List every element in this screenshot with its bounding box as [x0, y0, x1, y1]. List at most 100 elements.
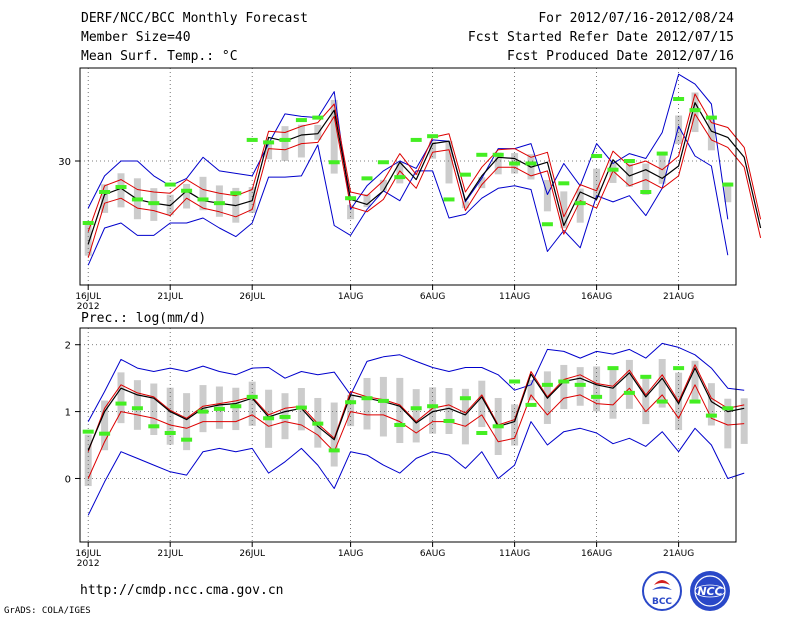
spread-bar — [183, 183, 191, 209]
observed-marker — [230, 191, 242, 196]
observed-marker — [148, 424, 160, 429]
observed-marker — [459, 396, 471, 401]
observed-marker — [656, 151, 668, 156]
observed-marker — [263, 416, 275, 421]
observed-marker — [525, 161, 537, 166]
spread-bar — [461, 201, 469, 209]
y-tick-label: 1 — [65, 408, 71, 419]
observed-marker — [673, 97, 685, 101]
observed-marker — [722, 406, 734, 411]
observed-marker — [705, 413, 717, 418]
observed-marker — [328, 160, 340, 165]
observed-marker — [230, 404, 242, 409]
observed-marker — [574, 382, 586, 387]
spread-bar — [117, 372, 125, 424]
fcst-produced-date: Fcst Produced Date 2012/07/16 — [507, 49, 734, 64]
spread-bar — [232, 387, 240, 431]
spread-bar — [215, 185, 223, 217]
spread-bar — [625, 359, 633, 409]
x-tick-label: 11AUG — [499, 549, 530, 559]
observed-marker — [607, 167, 619, 172]
variable-label-temperature: Mean Surf. Temp.: °C — [81, 49, 238, 64]
spread-bar — [248, 381, 256, 426]
observed-marker — [279, 137, 291, 142]
observed-marker — [181, 437, 193, 442]
spread-bar — [658, 153, 666, 184]
observed-marker — [541, 222, 553, 227]
x-tick-label: 21AUG — [663, 292, 694, 302]
spread-bar — [101, 184, 109, 213]
observed-marker — [246, 394, 258, 399]
spread-bar — [527, 380, 535, 401]
plot-frame — [79, 67, 737, 286]
spread-bar — [297, 124, 305, 158]
x-tick-label: 16JUL — [75, 292, 101, 302]
series-p10-line — [87, 113, 762, 258]
spread-bar — [707, 383, 715, 426]
observed-marker — [361, 176, 373, 181]
observed-marker — [459, 172, 471, 177]
spread-bar — [314, 124, 322, 140]
spread-bar — [429, 387, 437, 434]
spread-bar — [576, 188, 584, 223]
observed-marker — [148, 201, 160, 206]
observed-marker — [591, 154, 603, 159]
observed-marker — [82, 429, 94, 434]
x-tick-label: 26JUL — [239, 549, 265, 559]
observed-marker — [345, 196, 357, 201]
observed-marker — [640, 190, 652, 194]
source-url[interactable]: http://cmdp.ncc.cma.gov.cn — [80, 583, 284, 598]
spread-bar — [691, 92, 699, 133]
spread-bar — [609, 161, 617, 183]
spread-bar — [642, 375, 650, 425]
x-tick-sublabel: 2012 — [77, 559, 100, 569]
spread-bar — [494, 152, 502, 175]
observed-marker — [115, 401, 127, 406]
observed-marker — [328, 448, 340, 453]
series-min-line — [87, 421, 745, 516]
spread-bar — [560, 191, 568, 229]
observed-marker — [673, 366, 685, 371]
observed-marker — [558, 379, 570, 384]
spread-bar — [281, 126, 289, 161]
forecast-title: DERF/NCC/BCC Monthly Forecast — [81, 11, 308, 26]
spread-bar — [543, 179, 551, 212]
observed-marker — [492, 152, 504, 157]
observed-marker — [476, 152, 488, 157]
observed-marker — [443, 418, 455, 423]
observed-marker — [115, 185, 127, 190]
spread-bar — [412, 389, 420, 443]
observed-marker — [361, 396, 373, 401]
series-p90-line — [87, 93, 762, 232]
series-max-line — [87, 342, 745, 422]
x-tick-label: 1AUG — [338, 292, 363, 302]
spread-bar — [150, 383, 158, 435]
observed-marker — [607, 366, 619, 371]
grads-credit: GrADS: COLA/IGES — [4, 606, 91, 616]
spread-bar — [330, 99, 338, 174]
observed-marker — [394, 422, 406, 427]
spread-bar — [347, 394, 355, 427]
x-tick-label: 21AUG — [663, 549, 694, 559]
spread-bar — [183, 393, 191, 451]
bcc-logo: BCC — [642, 571, 682, 611]
observed-marker — [623, 390, 635, 395]
observed-marker — [377, 398, 389, 403]
observed-marker — [689, 399, 701, 404]
x-tick-label: 16JUL — [75, 549, 101, 559]
observed-marker — [82, 221, 94, 225]
observed-marker — [377, 160, 389, 165]
observed-marker — [295, 405, 307, 410]
observed-marker — [181, 188, 193, 193]
y-tick-label: 0 — [65, 474, 71, 485]
observed-marker — [574, 201, 586, 206]
observed-marker — [279, 414, 291, 419]
x-tick-label: 26JUL — [239, 292, 265, 302]
spread-bar — [133, 380, 141, 430]
observed-marker — [509, 161, 521, 166]
spread-bar — [379, 179, 387, 191]
observed-marker — [345, 400, 357, 405]
spread-bar — [396, 377, 404, 444]
fcst-started-date: Fcst Started Refer Date 2012/07/15 — [467, 30, 734, 45]
series-min-line — [87, 125, 729, 266]
